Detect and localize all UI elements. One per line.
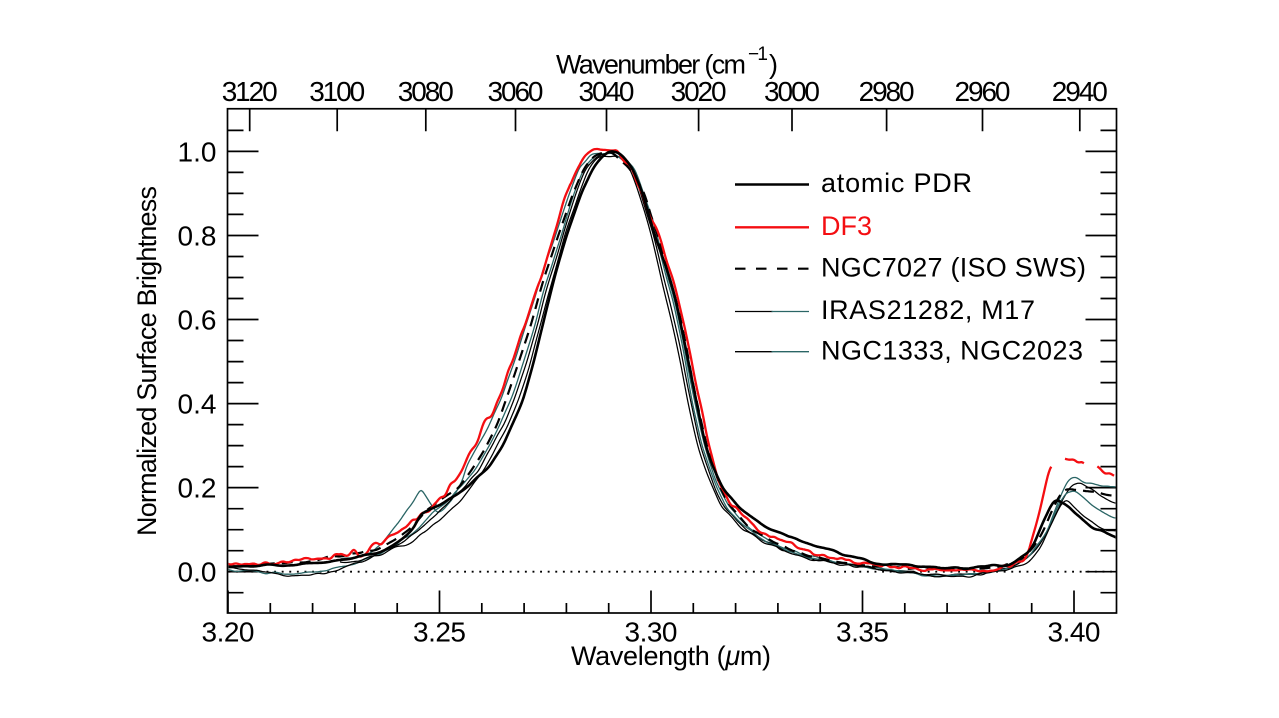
svg-text:1.0: 1.0 (178, 136, 217, 167)
svg-text:3000: 3000 (764, 76, 820, 107)
svg-text:0.2: 0.2 (178, 473, 217, 504)
svg-text:): ) (769, 50, 778, 80)
svg-text:3040: 3040 (579, 76, 635, 107)
svg-text:3.25: 3.25 (413, 617, 466, 648)
svg-text:Wavenumber (cm: Wavenumber (cm (556, 50, 746, 80)
svg-text:atomic PDR: atomic PDR (821, 168, 972, 198)
svg-text:2980: 2980 (859, 76, 915, 107)
svg-text:2940: 2940 (1052, 76, 1108, 107)
svg-text:−1: −1 (748, 44, 768, 65)
svg-text:DF3: DF3 (821, 211, 872, 241)
svg-text:3.35: 3.35 (836, 617, 889, 648)
svg-text:3020: 3020 (671, 76, 727, 107)
svg-text:NGC1333, NGC2023: NGC1333, NGC2023 (821, 335, 1083, 365)
svg-text:3100: 3100 (309, 76, 365, 107)
svg-text:0.6: 0.6 (178, 305, 217, 336)
svg-text:NGC7027 (ISO SWS): NGC7027 (ISO SWS) (821, 252, 1086, 282)
svg-text:0.0: 0.0 (178, 557, 217, 588)
svg-text:3120: 3120 (222, 76, 278, 107)
svg-text:3060: 3060 (488, 76, 544, 107)
svg-text:3080: 3080 (398, 76, 454, 107)
svg-text:0.8: 0.8 (178, 221, 217, 252)
svg-text:Normalized Surface Brightness: Normalized Surface Brightness (132, 186, 162, 536)
svg-text:0.4: 0.4 (178, 389, 217, 420)
svg-text:IRAS21282, M17: IRAS21282, M17 (821, 295, 1035, 325)
svg-text:3.40: 3.40 (1048, 617, 1101, 648)
svg-text:3.20: 3.20 (202, 617, 255, 648)
svg-text:2960: 2960 (955, 76, 1011, 107)
svg-text:3.30: 3.30 (625, 617, 678, 648)
svg-text:Wavelength (μm): Wavelength (μm) (571, 641, 771, 671)
